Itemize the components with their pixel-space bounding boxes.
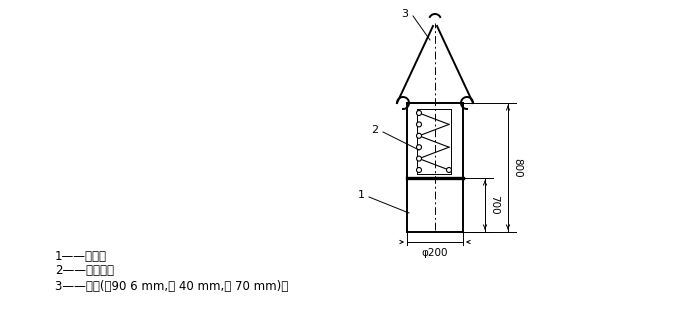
Circle shape [417, 156, 422, 161]
Text: 1——帆布；: 1——帆布； [55, 249, 107, 262]
Circle shape [417, 122, 422, 127]
Text: 1: 1 [358, 190, 365, 200]
Text: 3——皮革(厖90 6 mm,宽 40 mm,长 70 mm)。: 3——皮革(厖90 6 mm,宽 40 mm,长 70 mm)。 [55, 280, 289, 293]
Circle shape [417, 110, 422, 115]
Text: 2——注砂口；: 2——注砂口； [55, 264, 114, 277]
Text: 3: 3 [401, 9, 408, 19]
Text: 800: 800 [512, 158, 522, 177]
Circle shape [447, 168, 452, 173]
Text: 2: 2 [372, 125, 378, 135]
Circle shape [417, 145, 422, 150]
Circle shape [417, 168, 422, 173]
Text: φ200: φ200 [422, 248, 448, 258]
Circle shape [417, 133, 422, 138]
Text: 700: 700 [489, 195, 499, 215]
